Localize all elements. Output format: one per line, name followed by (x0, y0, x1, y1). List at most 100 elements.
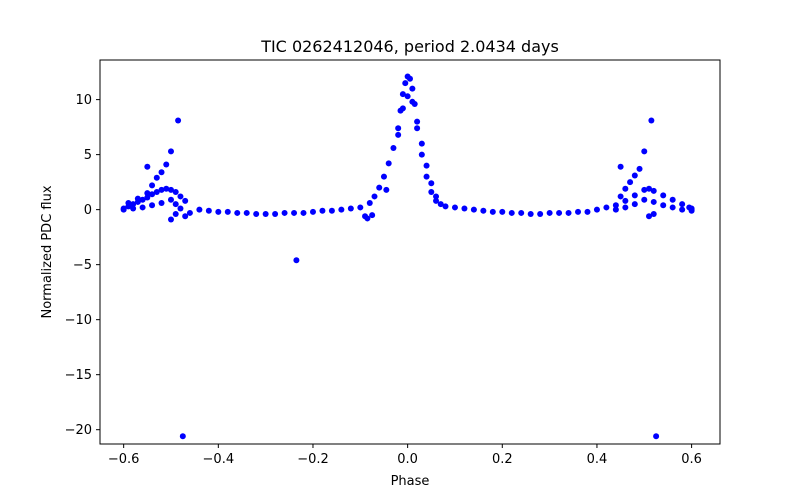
data-point (395, 125, 402, 132)
data-point (404, 93, 411, 100)
data-point (546, 209, 553, 216)
data-point (175, 117, 182, 124)
data-point (627, 179, 634, 186)
y-tick-label: −15 (65, 368, 92, 383)
y-tick-label: −20 (65, 423, 92, 438)
data-point (139, 204, 146, 211)
data-point (293, 257, 300, 264)
data-point (338, 206, 345, 213)
data-point (177, 205, 184, 212)
data-point (437, 201, 444, 208)
data-point (423, 173, 430, 180)
data-point (158, 186, 165, 193)
data-point (660, 202, 667, 209)
data-point (399, 105, 406, 112)
data-point (153, 174, 160, 181)
data-point (369, 212, 376, 219)
data-point (527, 211, 534, 218)
data-point (407, 75, 413, 82)
data-point (414, 118, 421, 125)
data-point (144, 163, 151, 170)
y-tick-label: 5 (84, 148, 92, 163)
data-point (347, 205, 354, 212)
data-point (196, 206, 203, 213)
data-point (300, 209, 307, 216)
data-point (650, 187, 657, 194)
data-point (631, 172, 638, 179)
data-point (418, 151, 425, 158)
data-point (149, 191, 156, 198)
data-point (537, 211, 544, 218)
data-point (130, 205, 137, 212)
data-point (167, 196, 174, 203)
data-point (144, 190, 151, 197)
data-point (364, 215, 371, 222)
data-point (646, 185, 653, 192)
data-point (631, 192, 638, 199)
data-point (418, 140, 425, 147)
data-point (234, 209, 241, 216)
data-point (470, 206, 477, 213)
data-point (215, 208, 222, 215)
data-point (272, 211, 279, 218)
x-tick-label: −0.2 (297, 452, 329, 467)
data-point (366, 200, 373, 207)
data-point (224, 208, 231, 215)
data-point (281, 209, 288, 216)
y-tick-label: −10 (65, 313, 92, 328)
data-point (451, 204, 458, 211)
data-point (584, 208, 591, 215)
data-point (243, 209, 250, 216)
y-tick-label: −5 (73, 258, 92, 273)
y-tick-label: 10 (75, 93, 92, 108)
y-axis-label: Normalized PDC flux (40, 185, 55, 318)
x-axis: −0.6 −0.4 −0.2 0.0 0.2 0.4 0.6 (108, 444, 702, 467)
data-point (134, 195, 141, 202)
data-point (357, 204, 364, 211)
data-point (660, 192, 667, 199)
data-point (253, 211, 260, 218)
data-point (508, 209, 515, 216)
data-point (158, 200, 165, 207)
data-point (172, 201, 179, 208)
data-point (428, 180, 435, 187)
data-point (593, 206, 600, 213)
data-point (139, 196, 146, 203)
data-point (646, 213, 653, 220)
data-point (612, 206, 619, 213)
data-point (383, 186, 390, 193)
data-point (636, 165, 643, 172)
data-point (442, 203, 449, 210)
data-point (182, 197, 189, 204)
data-point (262, 211, 269, 218)
data-point (179, 433, 186, 440)
data-point (617, 163, 624, 170)
data-point (158, 169, 165, 176)
data-point (575, 208, 582, 215)
plot-frame (99, 59, 721, 445)
data-point (433, 197, 440, 204)
data-point (167, 148, 174, 155)
x-tick-label: 0.0 (397, 452, 418, 467)
data-point (622, 204, 629, 211)
data-point (402, 80, 409, 87)
data-point (144, 194, 151, 201)
data-point (669, 204, 676, 211)
y-axis: 10 5 0 −5 −10 −15 −20 (65, 93, 100, 438)
data-point (650, 198, 657, 205)
data-point (319, 207, 326, 214)
data-point (679, 206, 686, 213)
data-point (603, 204, 610, 211)
data-point (428, 189, 435, 196)
data-point (395, 131, 402, 138)
data-point (669, 196, 676, 203)
data-point (617, 193, 624, 200)
data-point (409, 98, 416, 105)
data-point (499, 208, 506, 215)
data-point (309, 208, 316, 215)
data-point (423, 162, 430, 169)
data-point (167, 216, 174, 223)
data-point (153, 189, 160, 196)
data-point (622, 185, 629, 192)
